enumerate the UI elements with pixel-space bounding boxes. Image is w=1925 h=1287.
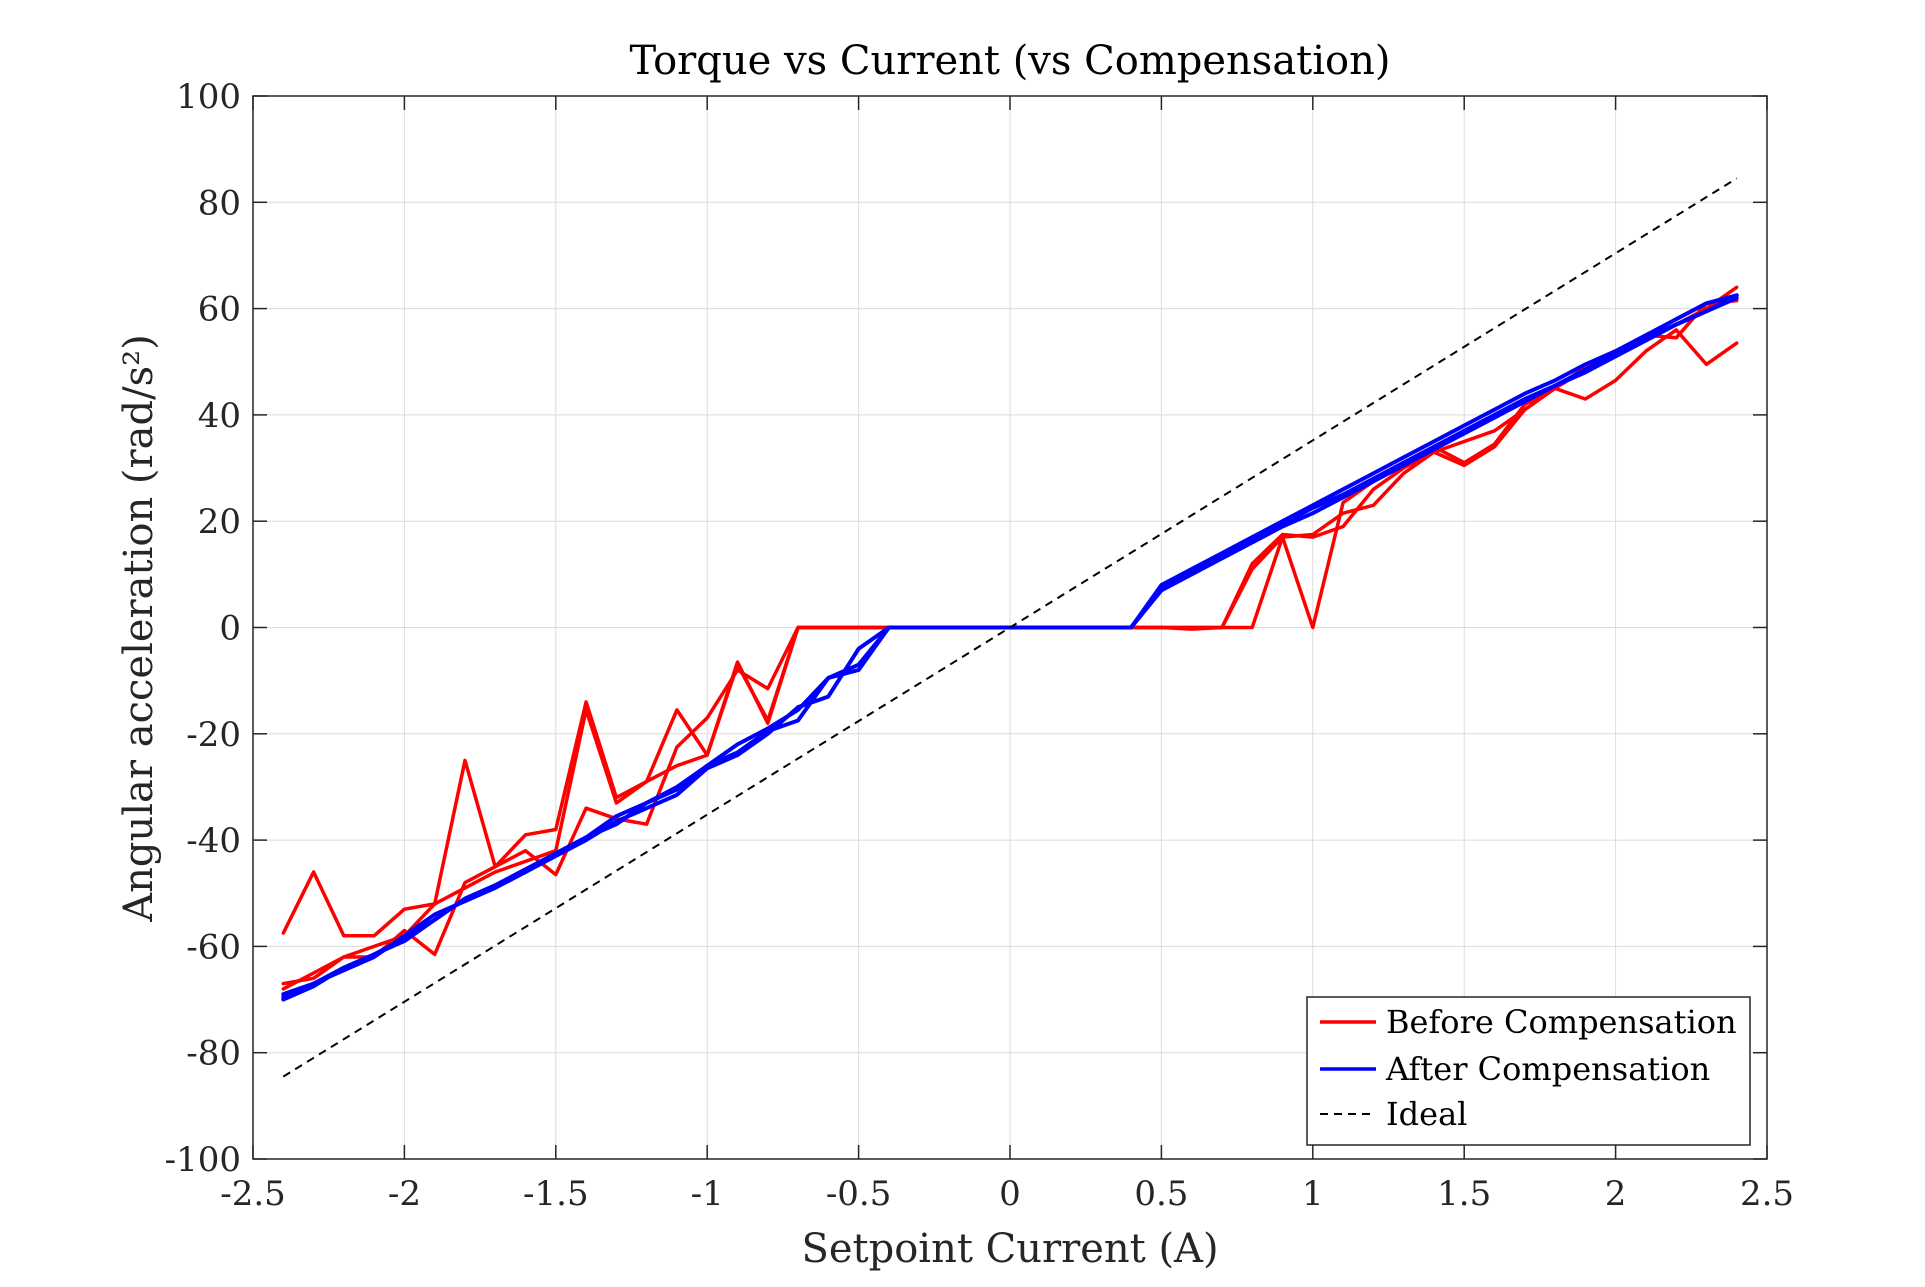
y-tick-label: -80 xyxy=(186,1034,241,1074)
legend: Before Compensation After Compensation I… xyxy=(1306,996,1751,1146)
chart-title: Torque vs Current (vs Compensation) xyxy=(630,38,1391,84)
tick-marks xyxy=(252,95,1768,1160)
series-line-ideal xyxy=(282,177,1738,1078)
legend-label-after: After Compensation xyxy=(1385,1050,1710,1088)
x-axis-title: Setpoint Current (A) xyxy=(801,1226,1218,1272)
y-tick-label: -60 xyxy=(186,927,241,967)
x-tick-label: 1 xyxy=(1302,1174,1324,1214)
x-tick-label: 2.5 xyxy=(1740,1174,1794,1214)
y-tick-label: 80 xyxy=(198,183,241,223)
x-tick-label: -2 xyxy=(388,1174,421,1214)
x-tick-label: 1.5 xyxy=(1437,1174,1491,1214)
x-tick-label: -1.5 xyxy=(523,1174,589,1214)
y-tick-label: -40 xyxy=(186,821,241,861)
y-tick-label: 100 xyxy=(176,77,241,117)
x-tick-label: -1 xyxy=(691,1174,724,1214)
x-tick-label: 2 xyxy=(1605,1174,1627,1214)
y-tick-label: -20 xyxy=(186,715,241,755)
legend-box xyxy=(1306,996,1751,1146)
y-axis-title: Angular acceleration (rad/s²) xyxy=(116,334,162,923)
x-tick-label: -0.5 xyxy=(826,1174,892,1214)
y-tick-label: 20 xyxy=(198,502,241,542)
y-tick-label: 60 xyxy=(198,290,241,330)
legend-label-before: Before Compensation xyxy=(1386,1003,1737,1041)
legend-label-ideal: Ideal xyxy=(1386,1095,1467,1133)
x-tick-label: 0.5 xyxy=(1134,1174,1188,1214)
y-tick-label: -100 xyxy=(165,1140,241,1180)
x-tick-label: -2.5 xyxy=(220,1174,286,1214)
series-layer xyxy=(281,177,1739,1078)
y-tick-label: 0 xyxy=(219,609,241,649)
x-tick-label: 0 xyxy=(999,1174,1021,1214)
tick-labels: -2.5 -2 -1.5 -1 -0.5 0 0.5 1 1.5 2 2.5 -100 -80 -60 -4… xyxy=(165,77,1794,1214)
y-tick-label: 40 xyxy=(198,396,241,436)
